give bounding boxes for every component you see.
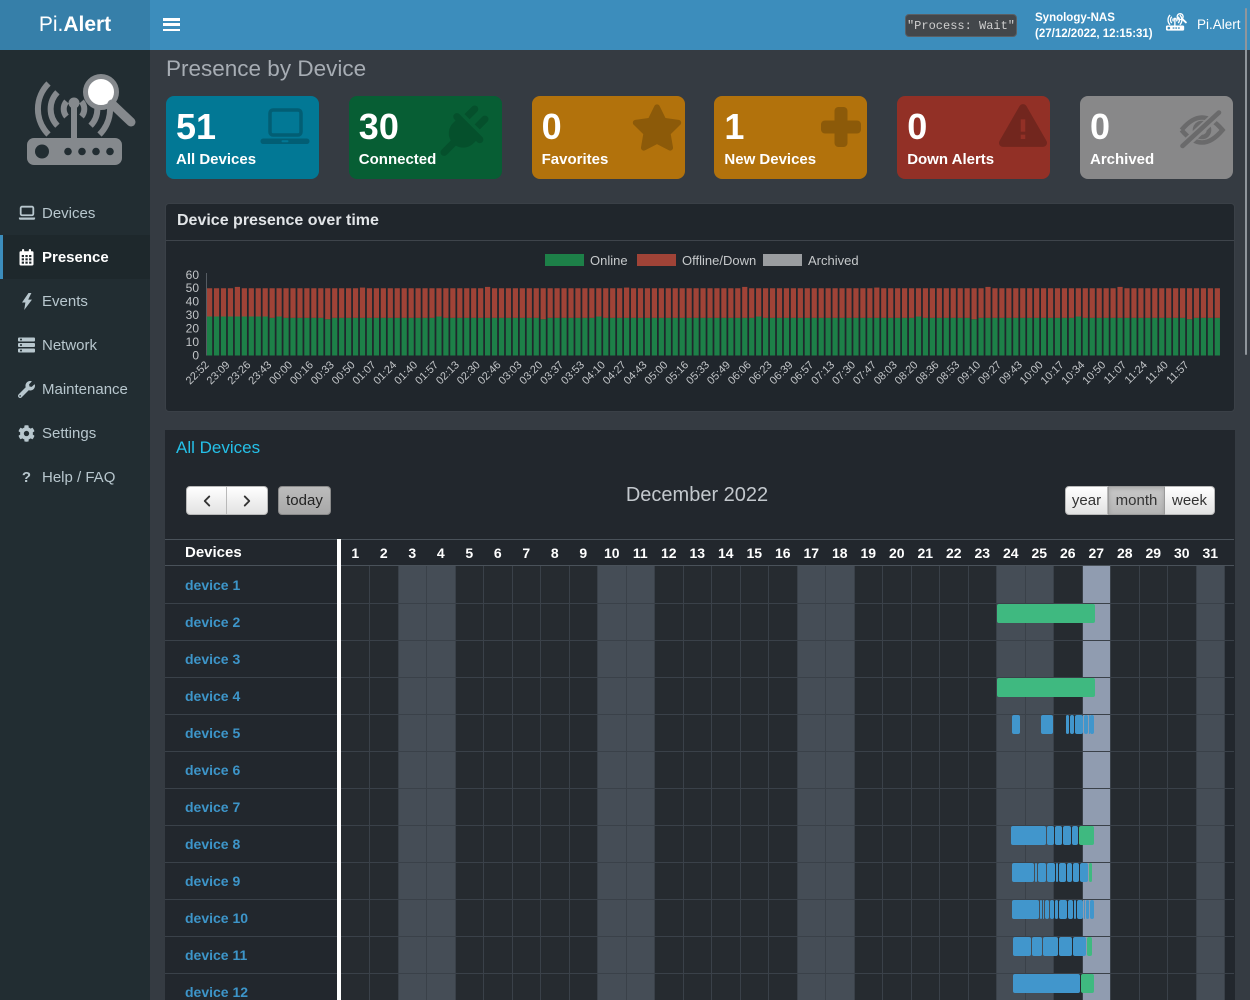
svg-text:10:50: 10:50 [1080, 359, 1108, 387]
svg-text:Online: Online [590, 253, 628, 268]
svg-text:01:40: 01:40 [392, 359, 420, 387]
svg-text:05:33: 05:33 [684, 359, 712, 387]
svg-text:10: 10 [186, 335, 200, 349]
svg-text:20: 20 [186, 322, 200, 336]
svg-text:23:26: 23:26 [225, 359, 253, 387]
svg-text:03:20: 03:20 [517, 359, 545, 387]
svg-text:60: 60 [186, 268, 200, 282]
svg-text:0: 0 [192, 349, 199, 363]
svg-text:08:53: 08:53 [934, 359, 962, 387]
svg-text:40: 40 [186, 295, 200, 309]
svg-text:30: 30 [186, 308, 200, 322]
svg-text:06:06: 06:06 [726, 359, 754, 387]
svg-text:01:24: 01:24 [371, 359, 399, 387]
svg-text:08:20: 08:20 [893, 359, 921, 387]
svg-text:00:33: 00:33 [309, 359, 337, 387]
svg-text:50: 50 [186, 281, 200, 295]
svg-text:07:13: 07:13 [809, 359, 837, 387]
svg-text:04:27: 04:27 [601, 359, 629, 387]
svg-text:11:57: 11:57 [1164, 359, 1191, 386]
svg-text:09:27: 09:27 [976, 359, 1004, 387]
svg-text:02:13: 02:13 [434, 359, 462, 387]
svg-text:03:53: 03:53 [559, 359, 587, 387]
svg-text:00:16: 00:16 [288, 359, 316, 387]
svg-text:Archived: Archived [808, 253, 859, 268]
svg-text:Offline/Down: Offline/Down [682, 253, 756, 268]
svg-text:05:16: 05:16 [663, 359, 691, 387]
svg-text:10:34: 10:34 [1059, 359, 1087, 387]
svg-text:02:46: 02:46 [476, 359, 504, 387]
svg-text:11:24: 11:24 [1123, 359, 1150, 386]
svg-text:22:52: 22:52 [184, 359, 212, 387]
svg-text:06:57: 06:57 [788, 359, 816, 387]
svg-text:11:07: 11:07 [1102, 359, 1129, 386]
svg-text:10:00: 10:00 [1018, 359, 1046, 387]
svg-text:11:40: 11:40 [1143, 359, 1170, 386]
svg-text:07:47: 07:47 [851, 359, 879, 387]
